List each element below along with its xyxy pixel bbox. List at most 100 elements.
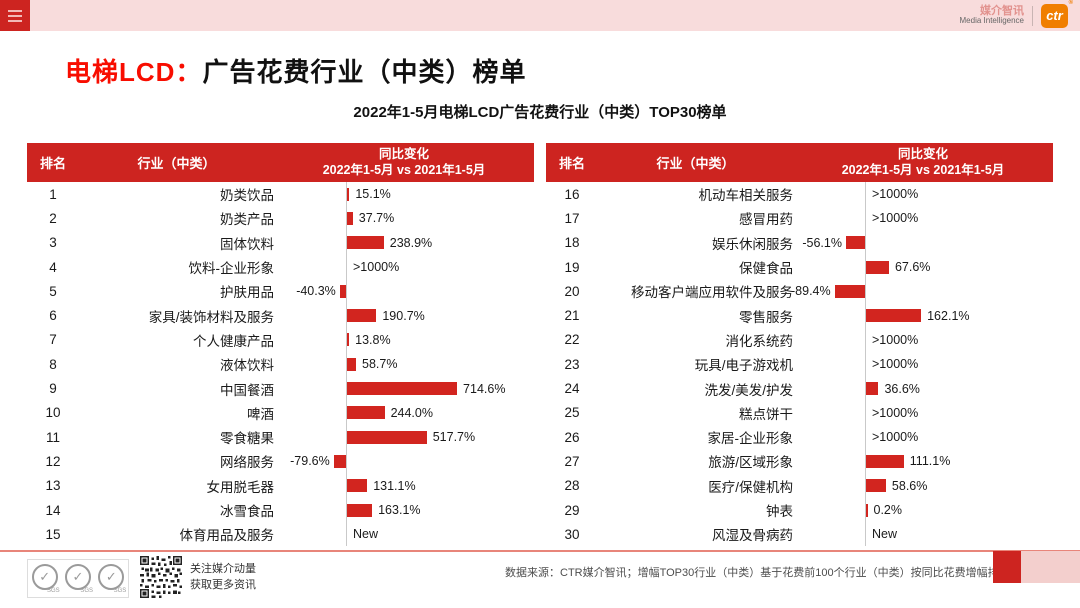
positive-bar-zone: 36.6% <box>866 382 1053 396</box>
rank-cell: 30 <box>564 526 580 542</box>
rank-cell: 2 <box>49 210 57 226</box>
axis-line <box>346 400 347 425</box>
change-bar <box>347 236 384 250</box>
rank-cell: 17 <box>564 210 580 226</box>
change-label: 58.6% <box>891 478 928 493</box>
table-header: 排名 行业（中类） 同比变化 2022年1-5月 vs 2021年1-5月 <box>27 143 534 182</box>
table-right-half: 排名 行业（中类） 同比变化 2022年1-5月 vs 2021年1-5月 16… <box>546 143 1053 547</box>
change-label: 163.1% <box>378 503 421 517</box>
axis-line <box>346 522 347 547</box>
axis-line <box>346 206 347 231</box>
table-row: 29 钟表 0.2% <box>546 497 1053 523</box>
change-label: 162.1% <box>927 308 970 323</box>
change-label: 111.1% <box>909 454 951 469</box>
axis-line <box>865 522 866 547</box>
change-bar <box>866 382 879 396</box>
change-label: -79.6% <box>290 454 330 469</box>
positive-bar-zone: >1000% <box>866 406 1053 420</box>
table-row: 27 旅游/区域形象 111.1% <box>546 449 1053 474</box>
change-label: 238.9% <box>389 235 433 250</box>
positive-bar-zone: >1000% <box>866 187 1053 201</box>
change-label: 244.0% <box>390 405 433 420</box>
industry-cell: 医疗/保健机构 <box>708 479 793 495</box>
change-label: -56.1% <box>802 235 842 250</box>
change-label: New <box>872 527 898 542</box>
table-body-right: 16 机动车相关服务 >1000% 17 感冒用药 >1000% 18 娱乐休闲服务 -56.1… <box>546 182 1053 547</box>
axis-line <box>346 230 347 255</box>
header-rank: 排名 <box>39 156 66 171</box>
brand-name-en: Media Intelligence <box>959 16 1024 26</box>
change-label: -89.4% <box>791 284 831 299</box>
change-label: >1000% <box>353 260 400 275</box>
positive-bar-zone: 162.1% <box>866 309 1053 323</box>
change-label: >1000% <box>872 357 919 372</box>
brand-logo: 媒介智讯 Media Intelligence ctr ® <box>959 0 1073 31</box>
page-title-prefix: 电梯LCD： <box>65 57 203 87</box>
negative-bar-zone: -79.6% <box>274 454 346 468</box>
change-label: 37.7% <box>358 211 395 226</box>
change-label: 131.1% <box>373 478 416 493</box>
axis-line <box>346 327 347 353</box>
positive-bar-zone: >1000% <box>866 357 1053 371</box>
table-row: 11 零食糖果 517.7% <box>27 424 534 450</box>
axis-line <box>865 303 866 328</box>
table-row: 12 网络服务 -79.6% <box>27 449 534 474</box>
positive-bar-zone: >1000% <box>866 211 1053 225</box>
table-row: 13 女用脱毛器 131.1% <box>27 473 534 498</box>
table-row: 14 冰雪食品 163.1% <box>27 497 534 523</box>
change-bar <box>834 284 865 298</box>
change-bar <box>347 333 350 347</box>
change-bar <box>866 479 886 493</box>
axis-line <box>346 279 347 304</box>
change-label: 714.6% <box>463 381 506 396</box>
industry-cell: 机动车相关服务 <box>698 188 794 204</box>
industry-cell: 家居-企业形象 <box>707 431 794 447</box>
header-industry: 行业（中类） <box>137 156 216 171</box>
rank-cell: 12 <box>45 453 61 469</box>
table-row: 26 家居-企业形象 >1000% <box>546 424 1053 450</box>
industry-cell: 玩具/电子游戏机 <box>694 358 793 374</box>
positive-bar-zone: 13.8% <box>347 333 534 347</box>
table-row: 24 洗发/美发/护发 36.6% <box>546 376 1053 401</box>
change-bar <box>866 309 922 323</box>
rank-cell: 8 <box>49 356 57 372</box>
axis-line <box>865 230 866 255</box>
table-row: 21 零售服务 162.1% <box>546 303 1053 328</box>
change-bar <box>866 454 904 468</box>
industry-cell: 冰雪食品 <box>220 504 274 519</box>
change-bar <box>347 309 377 323</box>
rank-cell: 19 <box>564 259 580 275</box>
table-row: 7 个人健康产品 13.8% <box>27 327 534 353</box>
change-bar <box>347 406 385 420</box>
industry-cell: 感冒用药 <box>739 212 793 228</box>
rank-cell: 24 <box>564 381 580 397</box>
change-bar <box>333 454 346 468</box>
axis-line <box>865 206 866 231</box>
table-row: 9 中国餐酒 714.6% <box>27 376 534 401</box>
industry-cell: 风湿及骨病药 <box>712 528 793 544</box>
hamburger-menu-icon[interactable] <box>0 0 30 31</box>
rank-cell: 3 <box>49 235 57 251</box>
rank-cell: 28 <box>564 478 580 494</box>
industry-cell: 钟表 <box>766 504 793 519</box>
change-label: 58.7% <box>362 357 398 372</box>
axis-line <box>346 303 347 328</box>
rank-cell: 20 <box>564 283 580 299</box>
change-label: >1000% <box>872 430 919 445</box>
positive-bar-zone: 244.0% <box>347 406 534 420</box>
table-row: 6 家具/装饰材料及服务 190.7% <box>27 303 534 328</box>
change-label: >1000% <box>872 405 919 420</box>
change-bar <box>347 187 350 201</box>
sgs-badge-icon: ✓ SGS <box>98 563 126 594</box>
industry-cell: 移动客户端应用软件及服务 <box>631 285 793 301</box>
change-label: 13.8% <box>355 332 391 347</box>
axis-line <box>865 254 866 280</box>
industry-cell: 啤酒 <box>247 406 274 422</box>
table-row: 28 医疗/保健机构 58.6% <box>546 473 1053 498</box>
industry-cell: 保健食品 <box>739 261 793 277</box>
corner-pink-block <box>1021 551 1080 583</box>
qr-code <box>140 556 182 598</box>
industry-cell: 洗发/美发/护发 <box>704 382 793 398</box>
change-bar <box>347 430 427 444</box>
registered-mark: ® <box>1068 0 1073 6</box>
